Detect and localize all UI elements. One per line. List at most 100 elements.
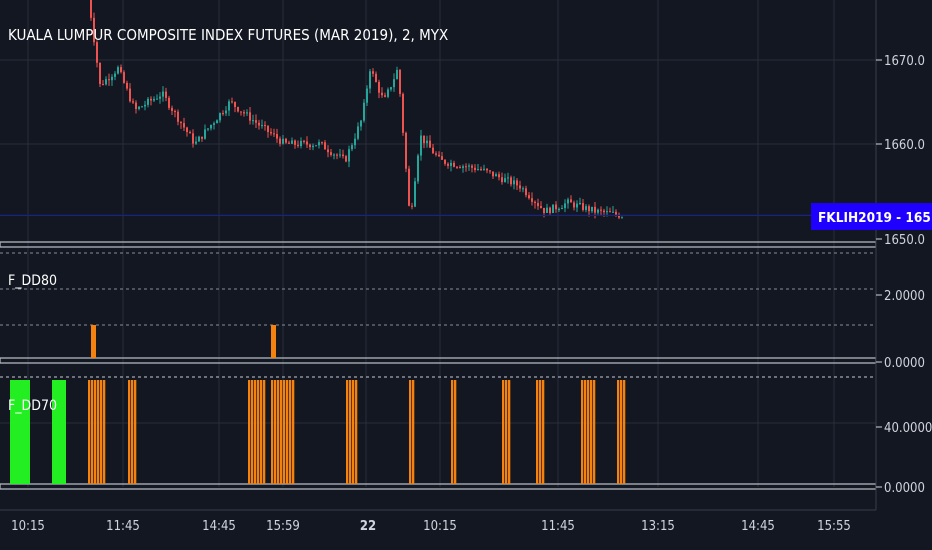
indicator-2-orange-bar: [254, 380, 257, 484]
chart-title: KUALA LUMPUR COMPOSITE INDEX FUTURES (MA…: [8, 26, 449, 44]
indicator-2-orange-bar: [88, 380, 91, 484]
candle-body: [279, 138, 281, 144]
candle-body: [507, 177, 509, 179]
candle-body: [216, 120, 218, 124]
indicator-2-orange-bar: [248, 380, 251, 484]
candle-body: [183, 123, 185, 128]
candle-body: [237, 107, 239, 112]
candle-body: [327, 149, 329, 153]
candle-body: [522, 188, 524, 190]
candle-body: [393, 79, 395, 88]
candle-body: [573, 202, 575, 208]
candle-body: [156, 98, 158, 100]
candle-body: [264, 125, 266, 127]
time-axis-label: 15:55: [817, 519, 851, 534]
indicator-1-bar: [91, 325, 96, 358]
candle-body: [192, 133, 194, 144]
candle-body: [591, 206, 593, 212]
candle-body: [588, 206, 590, 212]
indicator-1-axis-label: 0.0000: [884, 356, 925, 371]
price-label: 1650.0: [884, 233, 925, 248]
candle-body: [198, 136, 200, 142]
candle-body: [312, 145, 314, 148]
candle-body: [459, 167, 461, 169]
price-axis-bg: [876, 0, 932, 550]
candle-body: [315, 145, 317, 147]
candle-body: [117, 67, 119, 74]
candle-body: [123, 72, 125, 83]
candle-body: [135, 102, 137, 109]
candle-body: [252, 120, 254, 122]
candle-body: [354, 138, 356, 146]
candle-body: [468, 165, 470, 167]
candle-body: [270, 132, 272, 134]
candle-body: [102, 84, 104, 86]
indicator-2-orange-bar: [542, 380, 545, 484]
candle-body: [531, 198, 533, 202]
candle-body: [426, 140, 428, 144]
indicator-2-orange-bar: [280, 380, 283, 484]
indicator-2-orange-bar: [590, 380, 593, 484]
candle-body: [360, 120, 362, 127]
candle-body: [612, 211, 614, 213]
candle-body: [255, 120, 257, 123]
indicator-2-orange-bar: [539, 380, 542, 484]
candle-body: [261, 125, 263, 127]
candle-body: [321, 142, 323, 144]
candle-body: [300, 140, 302, 147]
candle-body: [189, 132, 191, 134]
time-axis-label: 11:45: [106, 519, 140, 534]
candle-body: [267, 125, 269, 133]
candle-body: [492, 171, 494, 177]
candle-body: [552, 204, 554, 214]
candle-body: [396, 69, 398, 80]
indicator-2-green-bar: [10, 380, 30, 484]
candle-body: [471, 165, 473, 168]
indicator-2-orange-bar: [620, 380, 623, 484]
candle-body: [285, 138, 287, 143]
time-axis-label: 14:45: [202, 519, 236, 534]
candle-body: [417, 155, 419, 182]
candle-body: [318, 142, 320, 146]
indicator-2-orange-bar: [502, 380, 505, 484]
candle-body: [291, 140, 293, 144]
candle-body: [483, 168, 485, 170]
candle-body: [546, 207, 548, 213]
candle-body: [564, 203, 566, 209]
indicator-2-orange-bar: [623, 380, 626, 484]
indicator-2-orange-bar: [91, 380, 94, 484]
candle-body: [537, 203, 539, 207]
candle-body: [222, 113, 224, 115]
candle-body: [132, 101, 134, 103]
candle-body: [486, 168, 488, 171]
candle-body: [348, 149, 350, 162]
indicator-2-orange-bar: [100, 380, 103, 484]
indicator-2-orange-bar: [283, 380, 286, 484]
time-axis-label: 15:59: [266, 519, 300, 534]
indicator-2-orange-bar: [260, 380, 263, 484]
candle-body: [621, 217, 623, 219]
candle-body: [120, 67, 122, 73]
candle-body: [144, 104, 146, 107]
candle-body: [93, 17, 95, 43]
indicator-2-orange-bar: [587, 380, 590, 484]
pane-divider: [0, 241, 877, 248]
candle-body: [369, 71, 371, 89]
indicator-2-axis-label: 0.0000: [884, 481, 925, 496]
candle-body: [180, 121, 182, 124]
candle-body: [558, 208, 560, 210]
candle-body: [333, 154, 335, 156]
indicator-2-orange-bar: [131, 380, 134, 484]
indicator-1-bar: [271, 325, 276, 358]
indicator-2-orange-bar: [263, 380, 266, 484]
candle-body: [510, 177, 512, 185]
time-axis-label: 13:15: [641, 519, 675, 534]
candle-body: [540, 206, 542, 208]
indicator-2-orange-bar: [277, 380, 280, 484]
candle-body: [528, 195, 530, 199]
candle-body: [258, 122, 260, 126]
indicator-2-orange-bar: [454, 380, 457, 484]
candle-body: [249, 112, 251, 121]
candle-body: [609, 211, 611, 213]
